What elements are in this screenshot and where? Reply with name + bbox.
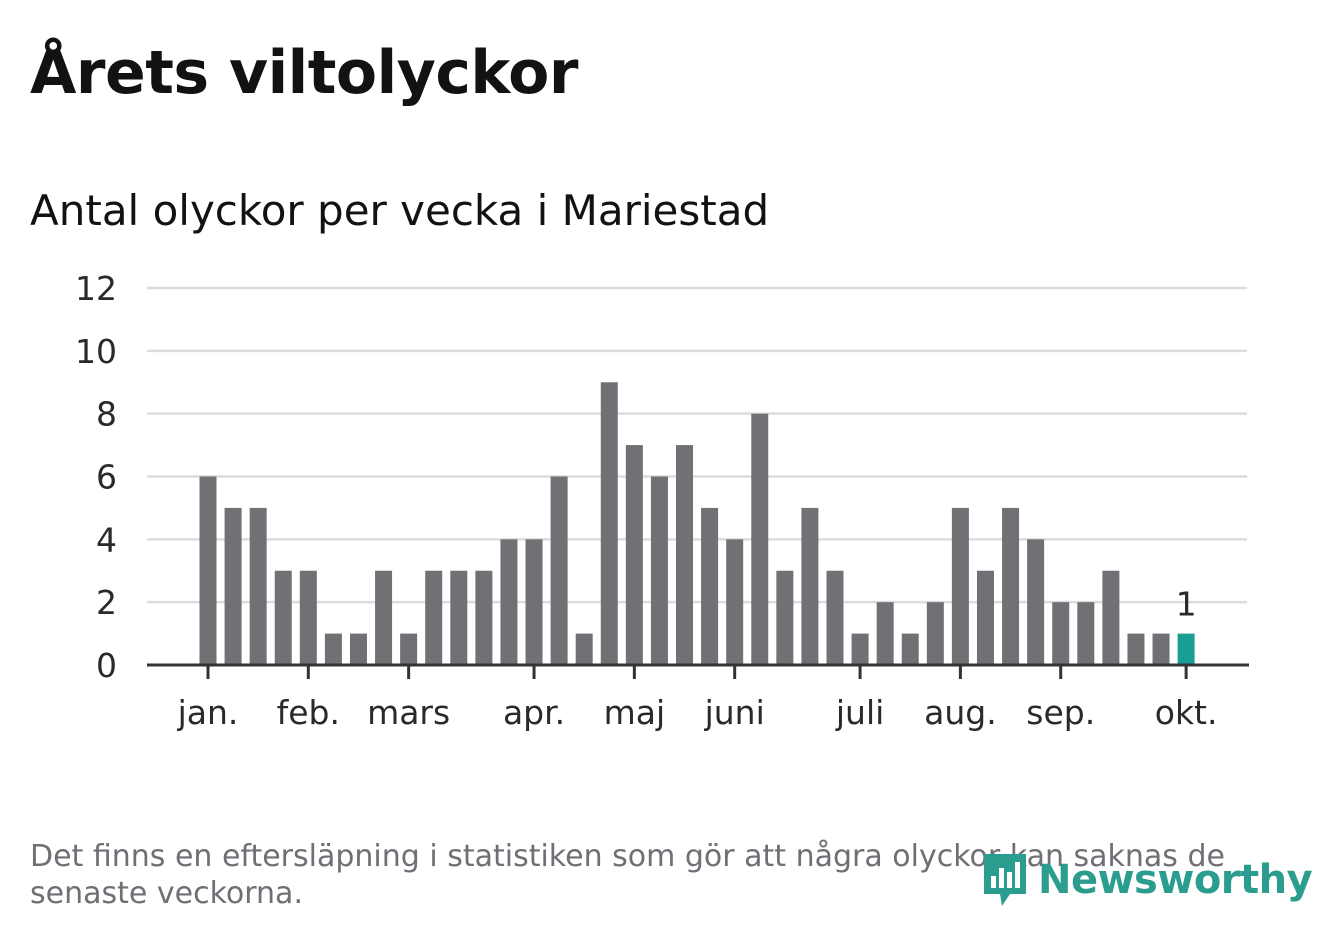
x-tick-label: juli — [835, 693, 884, 732]
bar — [349, 633, 367, 665]
bar — [1152, 633, 1170, 665]
newsworthy-logo-icon — [984, 854, 1026, 906]
bar — [450, 570, 468, 665]
bar — [926, 602, 944, 665]
bar — [1102, 570, 1120, 665]
bar — [851, 633, 869, 665]
bar — [751, 413, 769, 665]
bar — [500, 539, 518, 665]
bar — [650, 476, 668, 665]
chart-title: Årets viltolyckor — [30, 38, 579, 108]
bar — [299, 570, 317, 665]
newsworthy-logo-text: Newsworthy — [1038, 857, 1313, 903]
y-tick-label: 10 — [75, 332, 117, 371]
bar — [801, 507, 819, 665]
x-tick-label: aug. — [924, 693, 997, 732]
bar — [199, 476, 217, 665]
bar — [525, 539, 543, 665]
x-tick-label: feb. — [277, 693, 340, 732]
x-tick-label: sep. — [1026, 693, 1095, 732]
bar — [475, 570, 493, 665]
bar — [575, 633, 593, 665]
bar — [600, 382, 618, 665]
bar — [976, 570, 994, 665]
x-tick-label: apr. — [503, 693, 565, 732]
bar — [550, 476, 568, 665]
bar — [324, 633, 342, 665]
bar — [876, 602, 894, 665]
bar — [826, 570, 844, 665]
bar — [901, 633, 919, 665]
x-tick-label: jan. — [177, 693, 239, 732]
bar — [1077, 602, 1095, 665]
data-label: 1 — [1176, 585, 1197, 624]
bar — [1052, 602, 1070, 665]
bar — [249, 507, 267, 665]
y-tick-label: 2 — [96, 583, 117, 622]
bar — [1127, 633, 1145, 665]
bar — [224, 507, 242, 665]
y-tick-label: 0 — [96, 646, 117, 685]
y-tick-label: 8 — [96, 395, 117, 434]
bar-chart: 0 2 4 6 8 10 12 1 jan. feb. mars apr. maj juni juli aug… — [75, 269, 1249, 732]
bar-highlight — [1177, 633, 1195, 665]
x-tick-label: maj — [604, 693, 666, 732]
x-tick-label: mars — [367, 693, 450, 732]
bar — [274, 570, 292, 665]
bar — [1002, 507, 1020, 665]
newsworthy-logo: Newsworthy — [980, 848, 1313, 912]
bar — [425, 570, 443, 665]
y-tick-label: 6 — [96, 458, 117, 497]
bar — [400, 633, 418, 665]
y-tick-label: 4 — [96, 520, 117, 559]
x-tick-label: juni — [704, 693, 765, 732]
chart-subtitle: Antal olyckor per vecka i Mariestad — [30, 186, 770, 235]
bar — [951, 507, 969, 665]
bar — [776, 570, 794, 665]
bar — [1027, 539, 1045, 665]
bar — [701, 507, 719, 665]
bar — [676, 445, 694, 665]
y-tick-label: 12 — [75, 269, 117, 308]
x-tick-label: okt. — [1155, 693, 1218, 732]
bar — [375, 570, 393, 665]
bar — [625, 445, 643, 665]
bar — [726, 539, 744, 665]
